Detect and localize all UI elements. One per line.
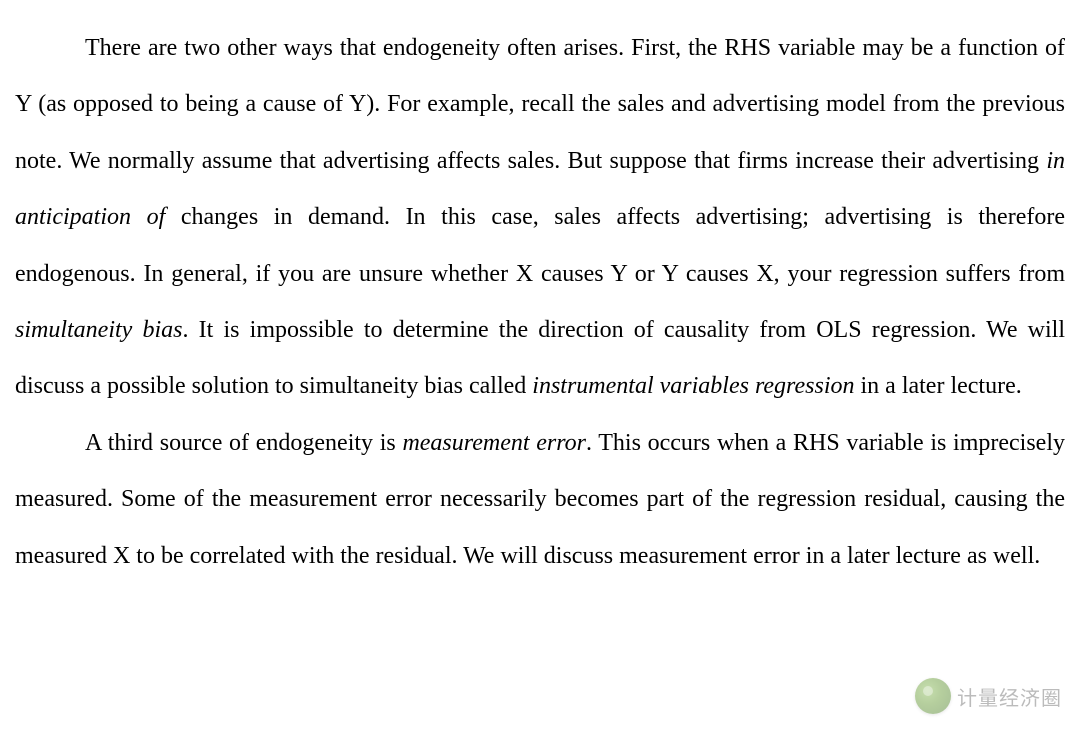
p1-seg2: changes in demand. In this case, sales a… xyxy=(15,204,1065,286)
wechat-icon xyxy=(915,678,951,714)
p1-seg0: There are two other ways that endogeneit… xyxy=(15,35,1065,174)
watermark: 计量经济圈 xyxy=(915,678,1062,714)
p1-seg6: in a later lecture. xyxy=(855,373,1022,399)
watermark-label: 计量经济圈 xyxy=(957,682,1062,711)
paragraph-2: A third source of endogeneity is measure… xyxy=(15,415,1065,584)
p1-seg3-italic: simultaneity bias xyxy=(15,317,183,343)
p2-seg1-italic: measurement error xyxy=(402,430,586,456)
paragraph-1: There are two other ways that endogeneit… xyxy=(15,20,1065,415)
p2-seg0: A third source of endogeneity is xyxy=(85,430,402,456)
document-body: There are two other ways that endogeneit… xyxy=(0,0,1080,604)
p1-seg5-italic: instrumental variables regression xyxy=(532,373,854,399)
